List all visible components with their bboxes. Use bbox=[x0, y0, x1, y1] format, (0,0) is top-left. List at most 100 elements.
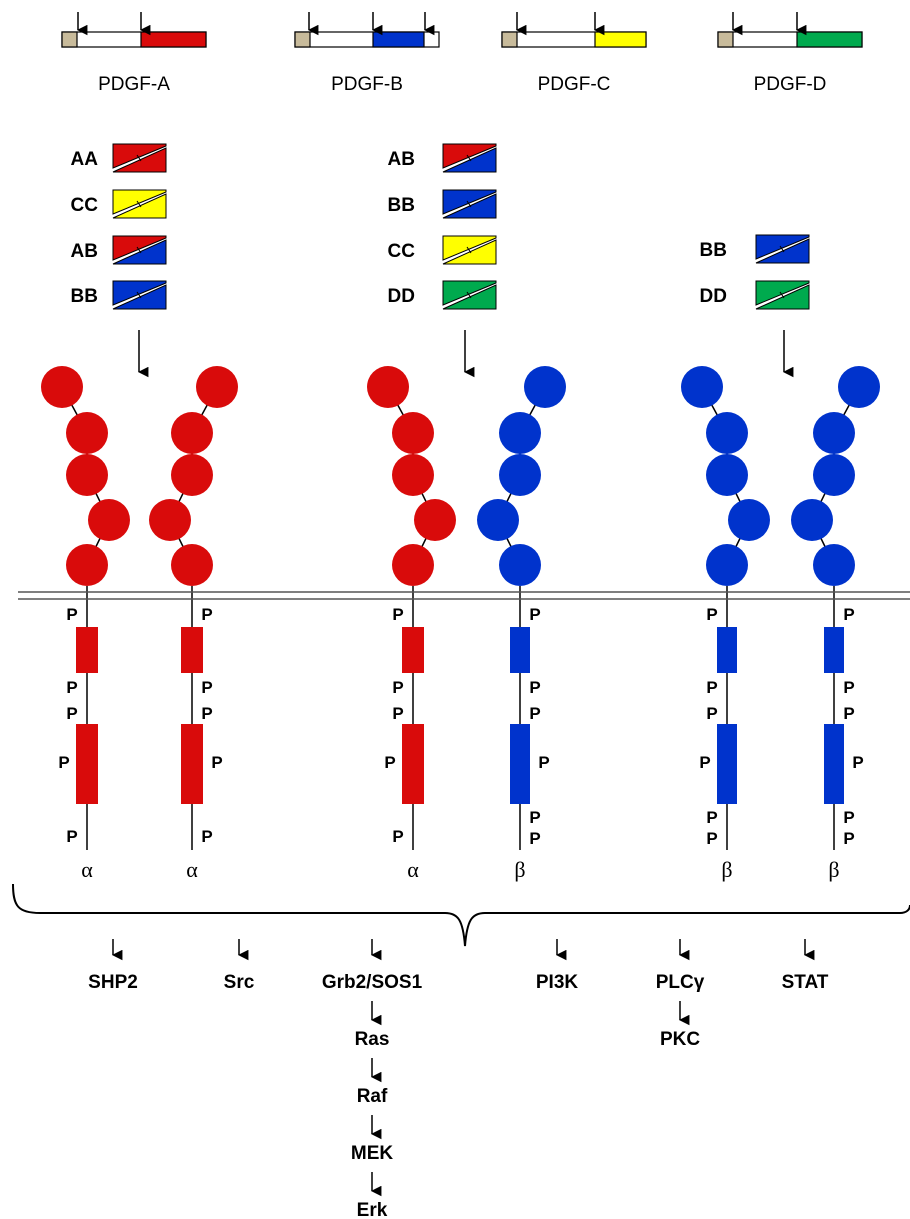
gene-pdgf-d: PDGF-D bbox=[717, 12, 863, 95]
ig-domain-circle bbox=[171, 412, 213, 454]
ligand-label: CC bbox=[388, 241, 416, 262]
ligand-group-3: BB DD bbox=[700, 234, 810, 378]
ligand-label: AB bbox=[71, 241, 98, 262]
ligand-bb: BB bbox=[388, 189, 497, 219]
phospho-site-label: P bbox=[538, 753, 549, 772]
gene-label: PDGF-D bbox=[754, 74, 827, 95]
phospho-site-label: P bbox=[706, 808, 717, 827]
monomer-bottom bbox=[112, 193, 167, 219]
phospho-site-label: P bbox=[211, 753, 222, 772]
monomer-bottom bbox=[112, 239, 167, 265]
kinase-domain-1 bbox=[717, 627, 737, 673]
pathway-node-label: Grb2/SOS1 bbox=[322, 972, 423, 993]
gene-pdgf-b: PDGF-B bbox=[294, 12, 440, 95]
phospho-site-label: P bbox=[852, 753, 863, 772]
ligand-label: DD bbox=[700, 286, 727, 307]
pathway-node-label: SHP2 bbox=[88, 972, 138, 993]
receptor-subunit-symbol: β bbox=[721, 857, 732, 882]
ig-domain-circle bbox=[414, 499, 456, 541]
signal-sequence-box bbox=[717, 31, 734, 48]
ig-domain-circle bbox=[41, 366, 83, 408]
ig-domain-circle bbox=[196, 366, 238, 408]
monomer-top bbox=[442, 280, 497, 306]
disulfide-bond bbox=[779, 245, 785, 253]
ligand-cc: CC bbox=[388, 235, 497, 265]
disulfide-bond bbox=[466, 246, 472, 254]
phospho-site-label: P bbox=[843, 605, 854, 624]
dimer-icon bbox=[755, 280, 810, 310]
pathway-3: Grb2/SOS1 Ras Raf MEK Erk bbox=[322, 939, 423, 1219]
monomer-bottom bbox=[755, 284, 810, 310]
phospho-site-label: P bbox=[706, 704, 717, 723]
receptor-subunit-symbol: β bbox=[828, 857, 839, 882]
phospho-site-label: P bbox=[529, 704, 540, 723]
phospho-site-label: P bbox=[392, 704, 403, 723]
dimer-icon bbox=[112, 235, 167, 265]
ligand-label: BB bbox=[700, 240, 727, 261]
growth-factor-domain-box bbox=[372, 31, 425, 48]
ig-domain-circle bbox=[392, 412, 434, 454]
pathway-node-label: PLCγ bbox=[656, 972, 705, 993]
kinase-domain-1 bbox=[402, 627, 424, 673]
dimer-icon bbox=[442, 235, 497, 265]
downstream-pathways: SHP2 Src Grb2/SOS1 Ras Raf MEK Erk PI3K PLCγ PKC S… bbox=[88, 939, 829, 1219]
phospho-site-label: P bbox=[66, 704, 77, 723]
disulfide-bond bbox=[136, 246, 142, 254]
ig-domain-circle bbox=[728, 499, 770, 541]
signal-sequence-box bbox=[501, 31, 518, 48]
monomer-top bbox=[112, 189, 167, 215]
ig-domain-circle bbox=[149, 499, 191, 541]
disulfide-bond bbox=[136, 291, 142, 299]
pathway-4: PI3K bbox=[536, 939, 578, 993]
ig-domain-circle bbox=[171, 544, 213, 586]
ligand-label: BB bbox=[388, 195, 415, 216]
kinase-domain-2 bbox=[181, 724, 203, 804]
phospho-site-label: P bbox=[201, 827, 212, 846]
phospho-site-label: P bbox=[529, 605, 540, 624]
ig-domain-circle bbox=[524, 366, 566, 408]
phospho-site-label: P bbox=[66, 827, 77, 846]
pathway-node-label: Ras bbox=[355, 1029, 390, 1050]
ig-domain-circle bbox=[88, 499, 130, 541]
ligand-ab: AB bbox=[71, 235, 167, 265]
receptor-subunit-symbol: β bbox=[514, 857, 525, 882]
ig-domain-circle bbox=[392, 544, 434, 586]
ligand-group-1: AA CC AB BB bbox=[71, 143, 167, 378]
monomer-top bbox=[442, 143, 497, 169]
monomer-top bbox=[442, 235, 497, 261]
ligand-dd: DD bbox=[700, 280, 810, 310]
ig-domain-circle bbox=[499, 454, 541, 496]
kinase-domain-2 bbox=[717, 724, 737, 804]
dimer-icon bbox=[112, 143, 167, 173]
phospho-site-label: P bbox=[392, 678, 403, 697]
phospho-site-label: P bbox=[384, 753, 395, 772]
ig-domain-circle bbox=[706, 544, 748, 586]
phospho-site-label: P bbox=[843, 808, 854, 827]
monomer-bottom bbox=[755, 238, 810, 264]
ligand-aa: AA bbox=[71, 143, 167, 173]
ig-domain-circle bbox=[66, 412, 108, 454]
pathway-5: PLCγ PKC bbox=[656, 939, 705, 1050]
phospho-site-label: P bbox=[843, 704, 854, 723]
phospho-site-label: P bbox=[66, 678, 77, 697]
kinase-domain-2 bbox=[402, 724, 424, 804]
dimer-icon bbox=[442, 143, 497, 173]
monomer-bottom bbox=[442, 193, 497, 219]
ig-domain-circle bbox=[171, 454, 213, 496]
pathway-node-label: Erk bbox=[357, 1200, 388, 1219]
disulfide-bond bbox=[466, 154, 472, 162]
phospho-site-label: P bbox=[201, 678, 212, 697]
ig-domain-circle bbox=[813, 544, 855, 586]
phospho-site-label: P bbox=[392, 827, 403, 846]
receptor-subunit-symbol: α bbox=[81, 857, 93, 882]
receptor-subunit-symbol: α bbox=[186, 857, 198, 882]
